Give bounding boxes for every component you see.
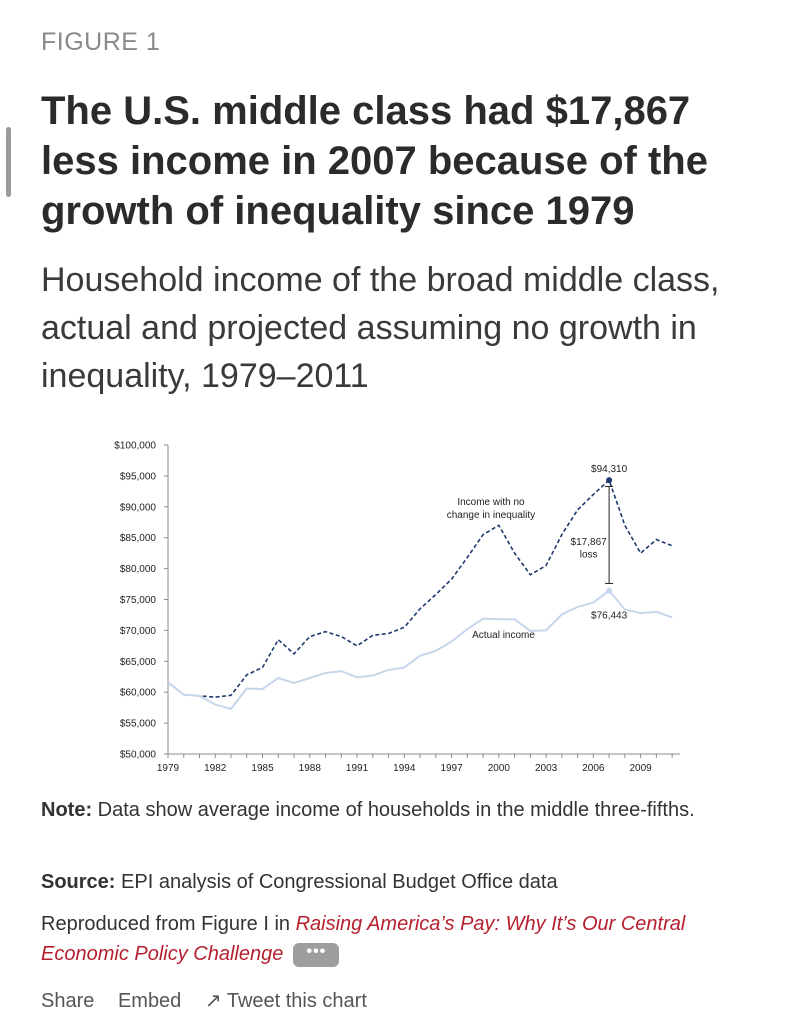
y-tick-label: $50,000 [120,750,157,761]
y-tick-label: $90,000 [120,502,157,513]
x-tick-label: 2009 [629,763,652,774]
more-button[interactable]: ••• [293,942,340,967]
share-button[interactable]: Share [41,990,95,1012]
x-tick-label: 1979 [157,763,180,774]
y-tick-label: $55,000 [120,719,157,730]
tweet-button[interactable]: ↗ Tweet this chart [204,990,367,1012]
source-label: Source: [41,871,116,893]
y-tick-label: $75,000 [120,595,157,606]
loss-value-label: $17,867 [571,537,608,548]
series-line-actual-income [167,589,673,710]
x-tick-label: 1997 [440,763,463,774]
repro-text: Reproduced from Figure I in [41,913,296,935]
x-tick-label: 1985 [251,763,274,774]
series-line-no-change-inequality [167,479,673,698]
embed-button[interactable]: Embed [117,990,182,1012]
reproduced-from: Reproduced from Figure I in Raising Amer… [41,909,761,969]
series-label-no-change-line1: Income with no [457,497,525,508]
series-label-no-change-line2: change in inequality [447,510,535,521]
peak-marker [606,477,613,484]
y-tick-label: $80,000 [120,564,157,575]
y-tick-label: $65,000 [120,657,157,668]
chart-subtitle: Household income of the broad middle cla… [41,261,720,395]
report-link[interactable]: Raising America’s Pay: Why It’s Our Cent… [41,913,686,965]
series-label-actual-income: Actual income [472,630,535,641]
y-tick-label: $85,000 [120,533,157,544]
x-tick-label: 1982 [204,763,227,774]
note-text: Data show average income of households i… [92,799,695,821]
peak-value-label: $94,310 [591,464,628,475]
x-tick-label: 2003 [535,763,558,774]
y-tick-label: $60,000 [120,688,157,699]
y-tick-label: $95,000 [120,471,157,482]
share-bar: Share Embed ↗ Tweet this chart [41,988,385,1013]
chart-title: The U.S. middle class had $17,867 less i… [41,89,708,233]
y-tick-label: $70,000 [120,626,157,637]
actual-marker [606,587,613,594]
x-tick-label: 1994 [393,763,416,774]
actual-value-label: $76,443 [591,611,628,622]
y-tick-label: $100,000 [114,441,156,452]
line-chart: $50,000 $55,000 $60,000 $65,000 $70,000 $75,0… [114,441,680,774]
chart-note: Note: Data show average income of househ… [41,795,761,825]
source-text: EPI analysis of Congressional Budget Off… [115,871,558,893]
x-tick-label: 1988 [299,763,322,774]
note-label: Note: [41,799,93,821]
x-tick-label: 1991 [346,763,369,774]
chart-source: Source: EPI analysis of Congressional Bu… [41,867,761,897]
x-tick-label: 2006 [582,763,605,774]
x-tick-label: 2000 [488,763,511,774]
loss-text-label: loss [580,549,598,560]
figure-label: FIGURE 1 [41,28,161,56]
scroll-indicator[interactable] [6,127,11,197]
